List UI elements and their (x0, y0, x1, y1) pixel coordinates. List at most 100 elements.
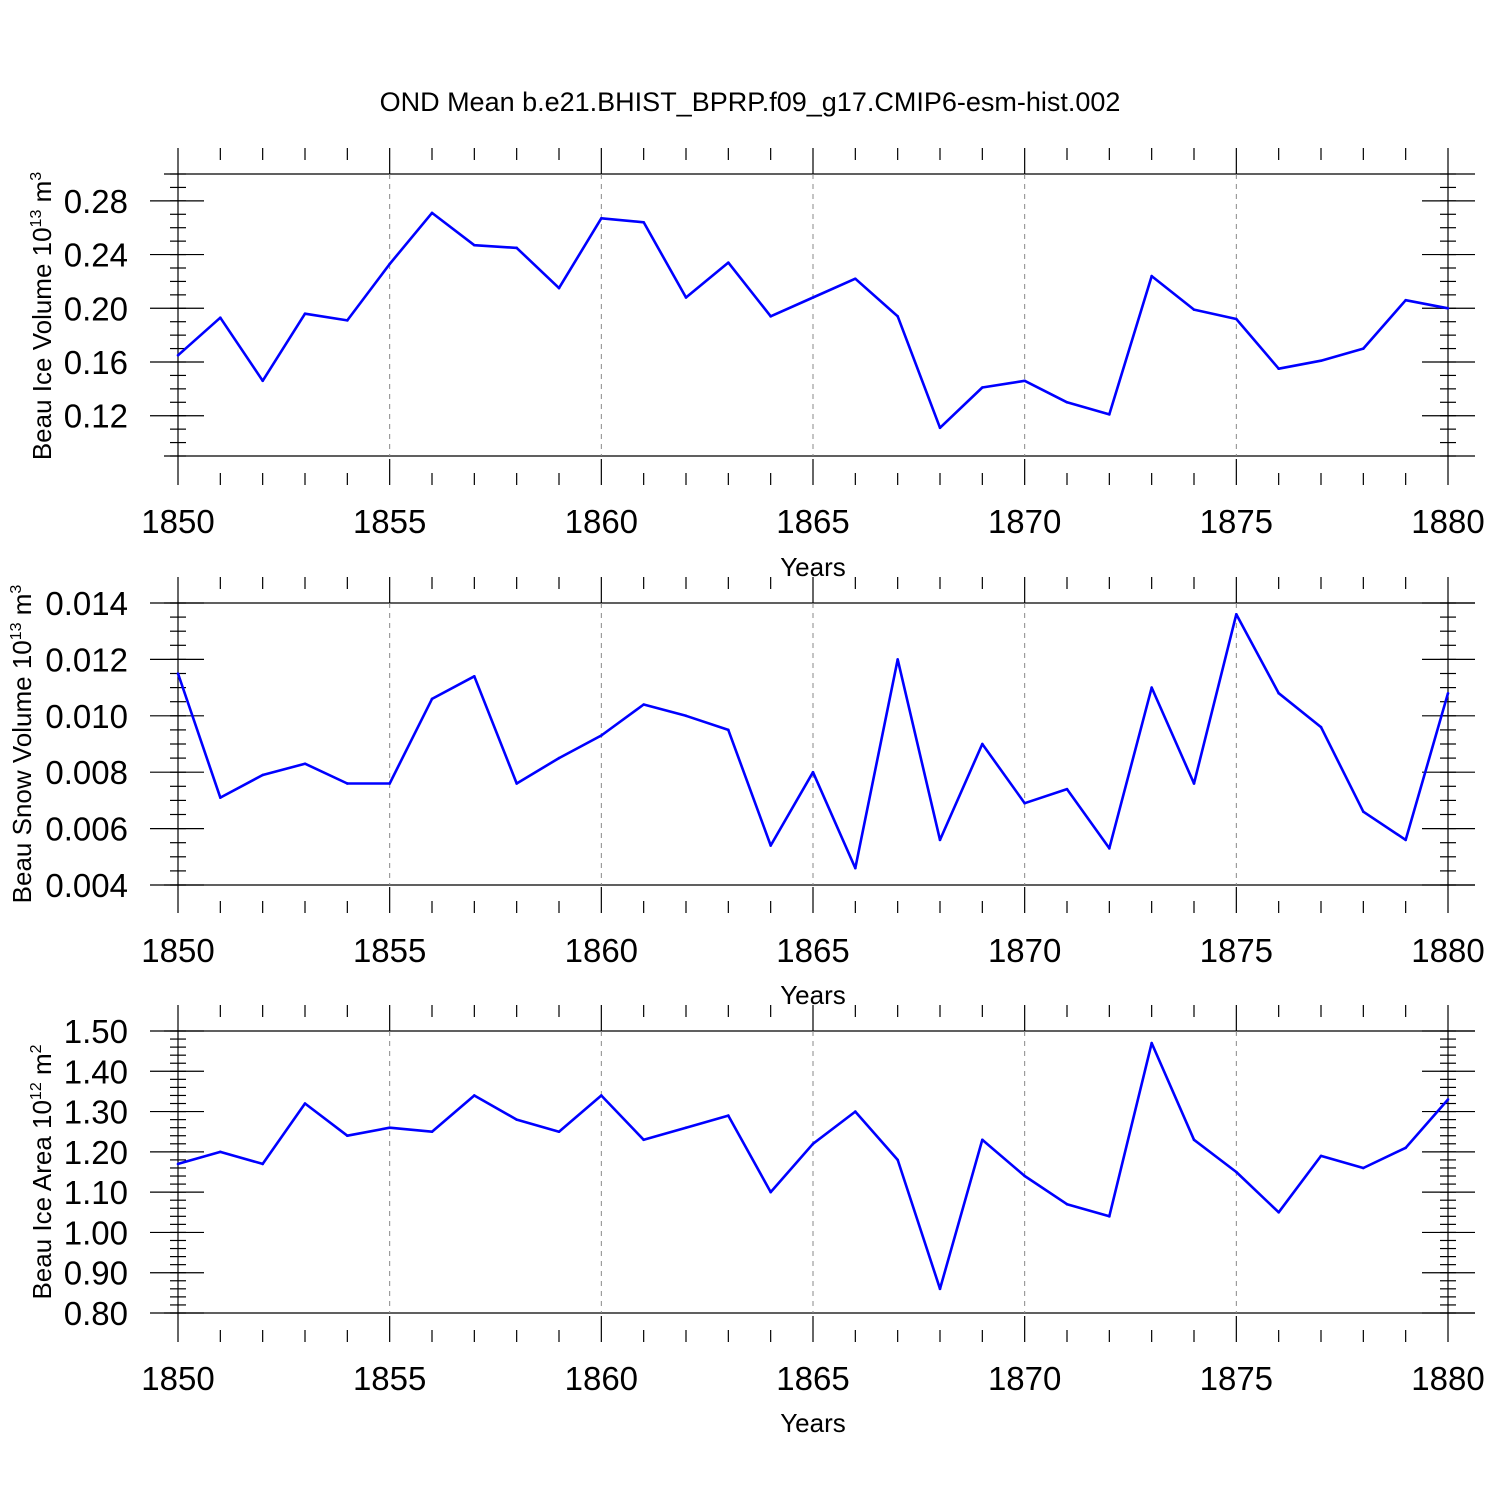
y-axis-title-unit-exponent: 3 (8, 585, 25, 594)
y-tick-label: 1.30 (64, 1094, 128, 1131)
data-point (1108, 847, 1111, 850)
data-point (684, 296, 688, 299)
y-tick-label: 0.004 (45, 867, 128, 904)
data-point (896, 1158, 899, 1162)
y-axis-title-unit: m (27, 181, 57, 210)
y-axis-title-main: Beau Ice Area 10 (27, 1100, 57, 1299)
y-axis-title-exponent: 12 (28, 1082, 45, 1100)
x-tick-label: 1860 (565, 503, 638, 540)
y-tick-label: 0.80 (64, 1295, 128, 1332)
data-point (303, 312, 307, 315)
data-point (176, 1162, 180, 1166)
x-tick-label: 1870 (988, 932, 1061, 969)
data-point (1235, 612, 1238, 616)
data-point (1065, 787, 1069, 791)
x-tick-label: 1865 (776, 503, 849, 540)
y-tick-label: 1.20 (64, 1134, 128, 1171)
data-point (938, 426, 942, 430)
data-point (642, 703, 645, 706)
data-point (1404, 298, 1407, 302)
data-point (430, 1130, 434, 1134)
data-point (896, 315, 899, 318)
data-point (1150, 686, 1153, 689)
data-point (557, 286, 561, 290)
x-tick-label: 1870 (988, 503, 1061, 540)
data-point (1319, 725, 1323, 729)
data-point (1108, 1215, 1111, 1218)
data-point (261, 1162, 264, 1166)
data-point (219, 316, 222, 319)
data-point (346, 782, 349, 785)
data-point (896, 658, 899, 661)
panel-3: 0.800.90 1.001.101.201.30 1.401.50 1850 1855… (27, 1005, 1485, 1438)
data-point (684, 714, 688, 718)
y-tick-label: 0.12 (64, 398, 128, 435)
y-axis-title-unit-exponent: 2 (28, 1044, 45, 1053)
data-point (1235, 1170, 1238, 1174)
x-tick-label: 1850 (141, 1360, 214, 1397)
y-tick-label: 0.16 (64, 344, 128, 381)
data-point (388, 782, 391, 785)
data-point (1192, 782, 1196, 785)
x-tick-label: 1880 (1411, 932, 1484, 969)
data-point (1446, 1098, 1450, 1101)
data-point (1362, 810, 1365, 813)
data-point (1235, 317, 1238, 321)
data-point (303, 762, 307, 766)
data-point (473, 675, 476, 678)
data-point (1319, 1154, 1323, 1158)
data-point (473, 243, 476, 247)
data-point (219, 796, 222, 799)
y-axis-title: Beau Ice Volume 1013 m3 (27, 172, 57, 460)
data-point (261, 773, 264, 777)
x-tick-label: 1875 (1200, 503, 1273, 540)
data-point (515, 782, 518, 785)
data-point (811, 1142, 815, 1146)
y-axis-title: Beau Ice Area 1012 m2 (27, 1044, 57, 1299)
data-point (473, 1094, 476, 1097)
data-point (515, 1118, 518, 1121)
y-tick-label: 0.008 (45, 754, 128, 791)
x-tick-label: 1855 (353, 503, 426, 540)
data-point (600, 217, 603, 220)
y-tick-label: 0.20 (64, 290, 128, 327)
data-point (346, 319, 349, 322)
data-point (261, 379, 264, 383)
x-tick-label: 1865 (776, 1360, 849, 1397)
y-tick-label: 0.24 (64, 237, 128, 274)
y-tick-label: 0.90 (64, 1255, 128, 1292)
y-axis-title-unit: m (7, 594, 37, 623)
data-point (1277, 1210, 1280, 1214)
data-point (176, 672, 180, 675)
data-point (388, 262, 391, 266)
x-axis-title: Years (780, 1408, 846, 1438)
x-tick-label: 1850 (141, 932, 214, 969)
data-point (557, 756, 561, 760)
data-point (1150, 1041, 1153, 1045)
x-tick-label: 1880 (1411, 503, 1484, 540)
x-tick-label: 1850 (141, 503, 214, 540)
data-point (769, 315, 772, 318)
data-point (854, 1110, 857, 1113)
y-axis-title-exponent: 13 (28, 210, 45, 228)
data-point (1277, 367, 1280, 371)
y-axis-title: Beau Snow Volume 1013 m3 (7, 585, 37, 904)
data-point (769, 1190, 772, 1194)
data-point (1065, 1202, 1069, 1206)
y-tick-label: 0.28 (64, 183, 128, 220)
data-point (557, 1130, 561, 1134)
data-point (1023, 1174, 1026, 1178)
data-point (515, 246, 518, 250)
y-axis-title-unit-exponent: 3 (28, 172, 45, 181)
data-point (1362, 347, 1365, 350)
data-point (1108, 413, 1111, 416)
data-point (430, 697, 434, 701)
series-line (176, 612, 1450, 870)
data-point (1319, 359, 1323, 362)
x-tick-label: 1870 (988, 1360, 1061, 1397)
data-point (938, 838, 942, 842)
data-point (1023, 379, 1026, 383)
data-point (854, 277, 857, 281)
data-point (981, 386, 984, 389)
chart-panels: 0.12 0.16 0.20 0.24 0.28 1850 1855 1860 1865 1870… (7, 148, 1485, 1438)
